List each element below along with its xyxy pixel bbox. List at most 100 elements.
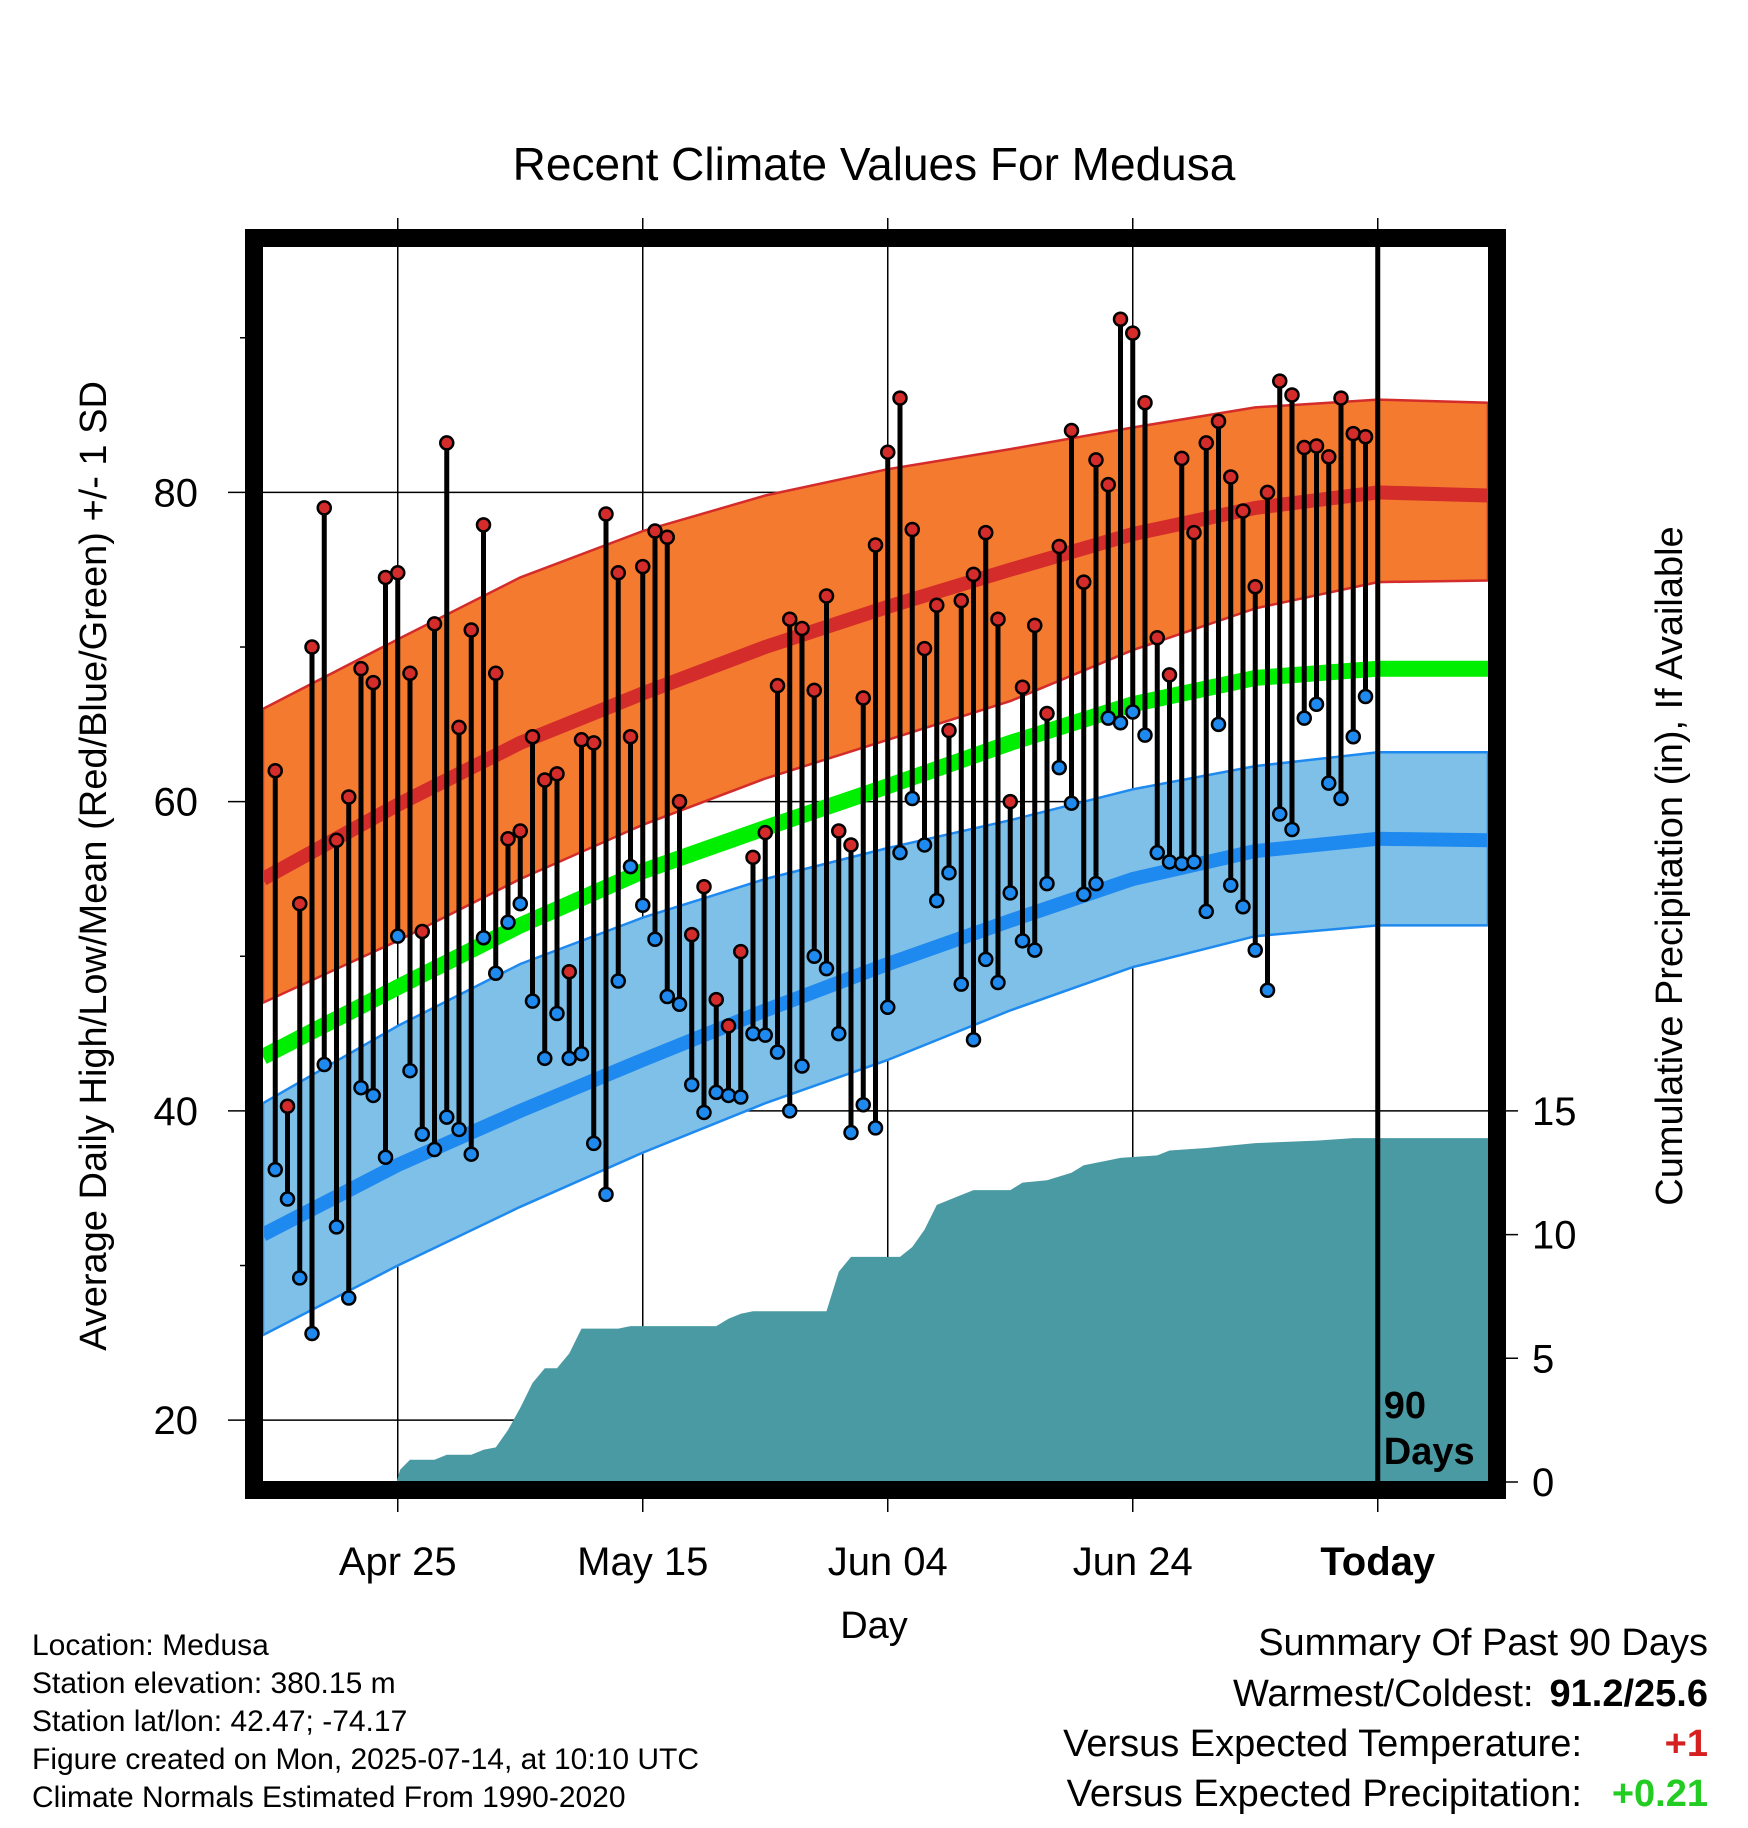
daily-low-point [1321, 775, 1337, 791]
daily-low-point [439, 1109, 455, 1125]
plot-frame [245, 229, 1506, 1499]
daily-low-point [782, 1103, 798, 1119]
daily-high-point [1296, 439, 1312, 456]
precipitation-fill [396, 1138, 1488, 1482]
daily-low-point [1247, 942, 1263, 958]
daily-low-point [696, 1104, 712, 1121]
y2-tick-label: 10 [1532, 1214, 1577, 1258]
daily-low-point [1296, 710, 1312, 726]
daily-low-point [1345, 728, 1361, 745]
daily-high-point [267, 762, 283, 779]
daily-low-point [353, 1079, 369, 1096]
daily-high-point [684, 926, 700, 943]
y2-tick-label: 0 [1532, 1461, 1554, 1505]
daily-high-point [1149, 629, 1165, 646]
daily-low-point [1076, 886, 1092, 903]
daily-high-point [1198, 435, 1214, 451]
daily-high-point [647, 523, 663, 539]
daily-low-point [549, 1005, 565, 1022]
x-axis-label: Day [840, 1605, 908, 1647]
daily-high-point [720, 1018, 737, 1034]
daily-low-point [1174, 855, 1190, 872]
daily-low-point [328, 1219, 345, 1235]
daily-low-point [1308, 696, 1325, 712]
daily-high-point [843, 837, 859, 853]
daily-high-point [696, 878, 712, 895]
daily-high-point [500, 831, 516, 847]
daily-high-point [806, 682, 822, 699]
daily-high-point [1137, 394, 1153, 411]
daily-low-point [1027, 942, 1043, 958]
daily-high-point [1088, 452, 1104, 468]
daily-low-point [1357, 688, 1374, 705]
daily-low-point [1198, 903, 1214, 920]
daily-high-point [708, 991, 724, 1008]
precip-label: Versus Expected Precipitation: [1066, 1773, 1582, 1815]
daily-high-point [1027, 617, 1043, 634]
daily-high-point [561, 963, 577, 980]
daily-high-point [978, 524, 994, 541]
daily-high-point [1284, 387, 1300, 403]
daily-low-point [1149, 844, 1165, 861]
daily-high-point [1235, 503, 1251, 519]
daily-high-point [782, 611, 798, 627]
daily-low-point [341, 1290, 357, 1306]
daily-low-point [488, 965, 504, 982]
daily-temperatures [267, 311, 1374, 1342]
precip-value: +0.21 [1611, 1773, 1708, 1815]
daily-low-point [426, 1141, 443, 1158]
summary-warmest: Warmest/Coldest: 91.2/25.6 [1233, 1673, 1708, 1716]
daily-high-point [794, 620, 810, 637]
daily-low-point [1235, 899, 1251, 915]
y-tick-label: 40 [154, 1090, 199, 1134]
daily-low-point [929, 892, 945, 909]
daily-low-point [806, 948, 822, 965]
daily-low-point [769, 1044, 786, 1060]
daily-high-point [622, 728, 639, 745]
daily-high-point [818, 588, 835, 604]
daily-high-point [1308, 438, 1325, 454]
daily-high-point [586, 735, 602, 751]
daily-high-point [598, 506, 614, 522]
daily-high-point [549, 766, 565, 782]
daily-low-point [757, 1027, 773, 1043]
daily-high-point [439, 435, 455, 451]
latlon-text: Station lat/lon: 42.47; -74.17 [32, 1705, 408, 1738]
daily-high-point [916, 640, 933, 657]
x-tick-label: Jun 24 [1073, 1540, 1193, 1584]
daily-low-point [573, 1045, 590, 1062]
daily-high-point [1272, 373, 1288, 389]
daily-low-point [463, 1146, 479, 1162]
y-axis-label: Average Daily High/Low/Mean (Red/Blue/Gr… [73, 381, 115, 1351]
daily-high-point [1345, 425, 1361, 442]
daily-high-point [426, 616, 443, 632]
daily-high-point [573, 732, 590, 748]
daily-high-point [1357, 428, 1374, 445]
daily-high-point [635, 558, 651, 575]
daily-high-point [1063, 422, 1080, 439]
daily-low-point [855, 1096, 871, 1113]
daily-high-point [831, 823, 847, 839]
summary-temperature: Versus Expected Temperature: +1 [1063, 1723, 1708, 1766]
x-tick-label: Today [1320, 1540, 1436, 1584]
daily-high-point [1223, 469, 1239, 485]
daily-low-point [500, 914, 516, 931]
daily-high-point [316, 500, 332, 516]
daily-high-point [1039, 705, 1055, 722]
daily-low-point [659, 988, 675, 1005]
daily-high-point [1002, 793, 1018, 810]
daily-low-point [365, 1087, 381, 1104]
y2-tick-label: 5 [1532, 1337, 1554, 1381]
temp-value: +1 [1664, 1723, 1708, 1765]
daily-low-point [1333, 790, 1349, 807]
daily-low-point [733, 1089, 749, 1105]
daily-high-point [880, 444, 896, 460]
daily-low-point [843, 1124, 859, 1141]
daily-low-point [267, 1161, 283, 1178]
daily-low-point [867, 1120, 884, 1136]
daily-low-point [978, 951, 994, 968]
daily-low-point [1137, 727, 1153, 743]
daily-high-point [488, 665, 504, 682]
daily-low-point [1039, 875, 1055, 892]
daily-high-point [929, 597, 945, 614]
